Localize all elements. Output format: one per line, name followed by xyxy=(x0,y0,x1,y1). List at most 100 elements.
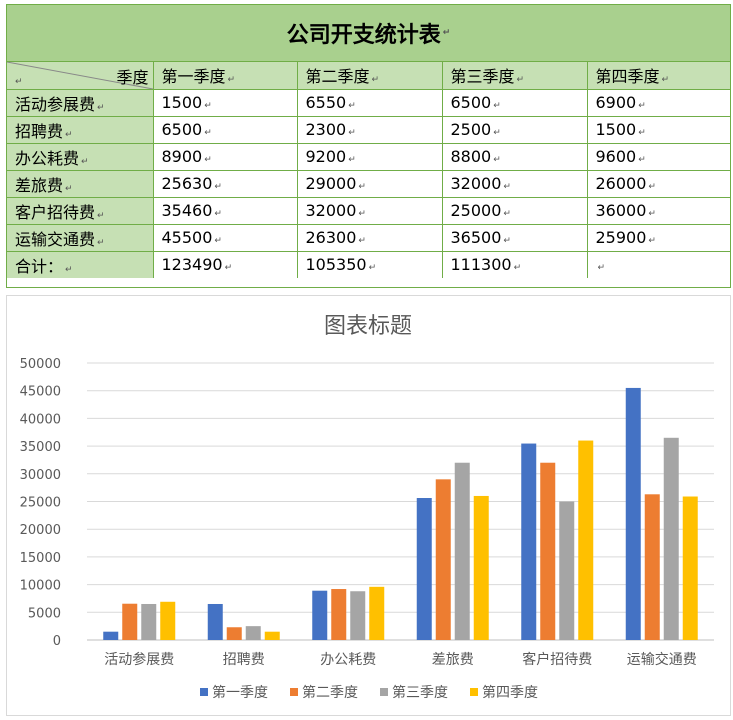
y-tick-label: 40000 xyxy=(20,412,61,427)
table-header-row: 季度 ↵ 第一季度 ↵ 第二季度 ↵ 第三季度 ↵ 第四季度 ↵ xyxy=(7,62,730,90)
category-label: 活动参展费 xyxy=(104,651,174,668)
table-cell: 6550 ↵ xyxy=(296,88,443,117)
bar xyxy=(559,501,575,640)
bar xyxy=(369,586,385,640)
legend-label: 第三季度 xyxy=(392,684,448,701)
table-cell: 6500 ↵ xyxy=(441,88,588,117)
bar xyxy=(160,601,176,640)
table-row: 客户招待费 ↵ 35460 ↵ 32000 ↵ 25000 ↵ 36000 ↵ xyxy=(7,196,730,225)
category-label: 办公耗费 xyxy=(320,652,376,668)
table-cell: 25900 ↵ xyxy=(586,223,730,252)
row-header: 活动参展费 ↵ xyxy=(7,88,154,117)
bar xyxy=(331,589,347,640)
y-tick-label: 5000 xyxy=(28,606,61,621)
row-header: 运输交通费 ↵ xyxy=(7,223,154,252)
paragraph-mark-icon: ↵ xyxy=(442,28,451,38)
expense-table: 公司开支统计表 ↵ 季度 ↵ 第一季度 ↵ 第二季度 ↵ 第三季度 ↵ 第四季度 ↵ 活动… xyxy=(6,4,731,288)
chart-title: 图表标题 xyxy=(324,314,412,339)
bar xyxy=(663,437,679,640)
y-tick-label: 45000 xyxy=(20,385,61,400)
bar xyxy=(350,591,366,640)
table-cell: 45500 ↵ xyxy=(152,223,298,252)
table-cell: 9600 ↵ xyxy=(586,142,730,171)
table-cell: 6900 ↵ xyxy=(586,88,730,117)
table-cell: 9200 ↵ xyxy=(296,142,443,171)
table-cell: 36500 ↵ xyxy=(441,223,588,252)
table-grid: 季度 ↵ 第一季度 ↵ 第二季度 ↵ 第三季度 ↵ 第四季度 ↵ 活动参展费 ↵ 1500 ↵… xyxy=(7,62,730,278)
table-cell: 25000 ↵ xyxy=(441,196,588,225)
row-header: 客户招待费 ↵ xyxy=(7,196,154,225)
legend-swatch xyxy=(290,688,298,696)
bar xyxy=(521,443,537,640)
table-row: 招聘费 ↵ 6500 ↵ 2300 ↵ 2500 ↵ 1500 ↵ xyxy=(7,115,730,144)
category-label: 运输交通费 xyxy=(627,651,697,668)
table-cell: 29000 ↵ xyxy=(296,169,443,198)
bar xyxy=(416,498,432,640)
table-row: 合计： ↵ 123490 ↵ 105350 ↵ 111300 ↵ ↵ xyxy=(7,250,730,278)
table-cell: 2500 ↵ xyxy=(441,115,588,144)
table-title: 公司开支统计表 xyxy=(286,23,441,48)
legend-swatch xyxy=(470,688,478,696)
category-label: 客户招待费 xyxy=(522,651,592,668)
y-tick-label: 10000 xyxy=(20,579,61,594)
table-row: 活动参展费 ↵ 1500 ↵ 6550 ↵ 6500 ↵ 6900 ↵ xyxy=(7,88,730,117)
bar xyxy=(103,631,119,640)
bar xyxy=(473,495,489,640)
y-tick-label: 25000 xyxy=(20,496,61,511)
bar xyxy=(540,462,556,640)
table-cell: 26300 ↵ xyxy=(296,223,443,252)
bar xyxy=(682,496,698,640)
chart-area: 图表标题 0 5000 10000 15000 20000 25000 30000 35000… xyxy=(6,295,731,716)
bar xyxy=(264,631,280,640)
bar xyxy=(141,603,157,640)
table-cell: 36000 ↵ xyxy=(586,196,730,225)
table-cell: 32000 ↵ xyxy=(296,196,443,225)
row-header: 招聘费 ↵ xyxy=(7,115,154,144)
table-cell: 35460 ↵ xyxy=(152,196,298,225)
legend-swatch xyxy=(380,688,388,696)
category-label: 差旅费 xyxy=(432,652,474,668)
bar-chart: 图表标题 0 5000 10000 15000 20000 25000 30000 35000… xyxy=(20,314,714,701)
row-header: 差旅费 ↵ xyxy=(7,169,154,198)
table-row: 运输交通费 ↵ 45500 ↵ 26300 ↵ 36500 ↵ 25900 ↵ xyxy=(7,223,730,252)
y-tick-label: 0 xyxy=(53,634,61,649)
table-cell: 8800 ↵ xyxy=(441,142,588,171)
table-cell: 8900 ↵ xyxy=(152,142,298,171)
table-cell: 123490 ↵ xyxy=(152,250,298,278)
y-tick-label: 20000 xyxy=(20,523,61,538)
column-header: 第二季度 ↵ xyxy=(296,62,443,90)
y-tick-label: 35000 xyxy=(20,440,61,455)
column-header: 第三季度 ↵ xyxy=(441,62,588,90)
legend-label: 第四季度 xyxy=(482,684,538,701)
table-row: 差旅费 ↵ 25630 ↵ 29000 ↵ 32000 ↵ 26000 ↵ xyxy=(7,169,730,198)
corner-label: 季度 xyxy=(116,68,149,87)
table-cell: 25630 ↵ xyxy=(152,169,298,198)
column-header: 第四季度 ↵ xyxy=(586,62,730,90)
bar xyxy=(122,603,138,640)
table-cell: ↵ xyxy=(586,250,730,278)
table-cell: 105350 ↵ xyxy=(296,250,443,278)
table-title-row: 公司开支统计表 ↵ xyxy=(7,5,730,62)
y-tick-label: 15000 xyxy=(20,551,61,566)
table-cell: 26000 ↵ xyxy=(586,169,730,198)
table-cell: 2300 ↵ xyxy=(296,115,443,144)
table-row: 办公耗费 ↵ 8900 ↵ 9200 ↵ 8800 ↵ 9600 ↵ xyxy=(7,142,730,171)
bar xyxy=(245,626,261,640)
table-cell: 6500 ↵ xyxy=(152,115,298,144)
category-label: 招聘费 xyxy=(223,652,265,668)
row-header: 合计： ↵ xyxy=(7,250,154,278)
legend-label: 第二季度 xyxy=(302,684,358,701)
y-tick-label: 50000 xyxy=(20,357,61,372)
bar xyxy=(312,590,328,640)
bar xyxy=(454,462,470,640)
table-cell: 1500 ↵ xyxy=(152,88,298,117)
bar xyxy=(578,440,594,640)
bar xyxy=(625,387,641,640)
paragraph-mark-icon: ↵ xyxy=(15,76,23,87)
legend-label: 第一季度 xyxy=(212,684,268,701)
bar xyxy=(644,494,660,640)
row-header: 办公耗费 ↵ xyxy=(7,142,154,171)
bar xyxy=(226,627,242,640)
y-tick-label: 30000 xyxy=(20,468,61,483)
table-cell: 1500 ↵ xyxy=(586,115,730,144)
